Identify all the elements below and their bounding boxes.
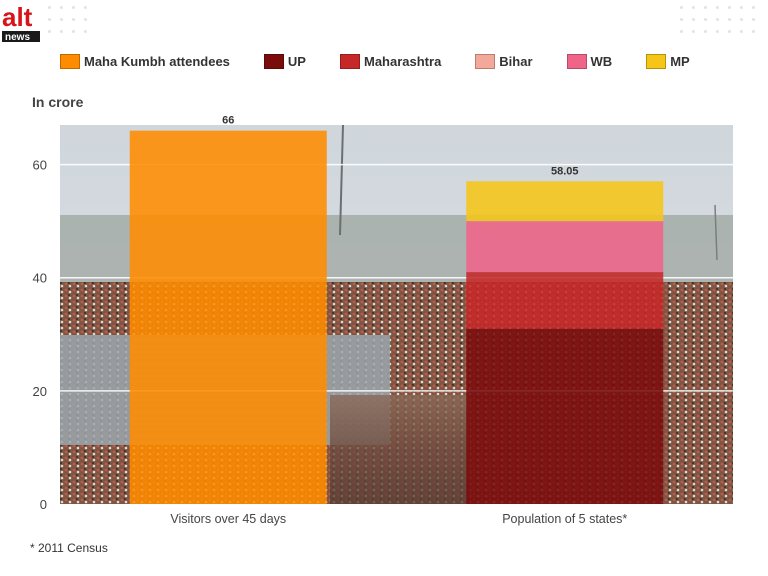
svg-text:alt: alt bbox=[2, 2, 33, 32]
decorative-dot bbox=[752, 6, 755, 9]
x-tick-label: Visitors over 45 days bbox=[170, 512, 286, 526]
decorative-dot bbox=[680, 18, 683, 21]
decorative-dot bbox=[680, 6, 683, 9]
decorative-dot bbox=[704, 30, 707, 33]
decorative-dot bbox=[716, 6, 719, 9]
y-tick-label: 0 bbox=[40, 497, 47, 512]
bars bbox=[129, 130, 664, 504]
legend-swatch bbox=[475, 53, 496, 69]
y-tick-label: 40 bbox=[33, 271, 47, 286]
bar-segment bbox=[466, 328, 664, 504]
decorative-dot bbox=[752, 18, 755, 21]
data-labels: 66 58.05 bbox=[222, 115, 578, 178]
x-axis-tick-labels: Visitors over 45 days Population of 5 sta… bbox=[170, 512, 627, 526]
decorative-dot bbox=[60, 18, 63, 21]
legend-label: Maharashtra bbox=[363, 53, 442, 69]
decorative-dot bbox=[752, 30, 755, 33]
legend-item: Maharashtra bbox=[339, 53, 442, 69]
bar-segment bbox=[466, 181, 664, 222]
decorative-dot bbox=[740, 18, 743, 21]
decorative-dot bbox=[728, 18, 731, 21]
y-axis-tick-labels: 0 20 40 60 bbox=[33, 158, 47, 512]
legend-item: WB bbox=[566, 53, 613, 69]
decorative-dot bbox=[48, 18, 51, 21]
decorative-dot bbox=[740, 6, 743, 9]
y-tick-label: 60 bbox=[33, 158, 47, 173]
legend-item: Bihar bbox=[475, 53, 533, 69]
legend-label: Maha Kumbh attendees bbox=[84, 53, 230, 69]
bar-segment bbox=[466, 272, 664, 329]
legend-item: UP bbox=[263, 53, 306, 69]
decorative-dot bbox=[84, 6, 87, 9]
decorative-dot bbox=[680, 30, 683, 33]
legend-swatch bbox=[263, 53, 284, 69]
decorative-dot bbox=[716, 18, 719, 21]
decorative-dots-right bbox=[680, 6, 760, 36]
chart-legend: Maha Kumbh attendees UP Maharashtra Bihar WB… bbox=[60, 52, 724, 70]
legend-label: MP bbox=[670, 53, 690, 69]
decorative-dot bbox=[716, 30, 719, 33]
legend-label: WB bbox=[590, 53, 613, 69]
decorative-dot bbox=[728, 6, 731, 9]
y-axis-unit-label: In crore bbox=[32, 94, 84, 110]
decorative-dot bbox=[704, 6, 707, 9]
decorative-dot bbox=[72, 30, 75, 33]
decorative-dot bbox=[72, 6, 75, 9]
legend-label: Bihar bbox=[499, 53, 533, 69]
data-label: 66 bbox=[222, 115, 234, 127]
y-tick-label: 20 bbox=[33, 384, 47, 399]
decorative-dot bbox=[48, 30, 51, 33]
decorative-dot bbox=[692, 18, 695, 21]
decorative-dot bbox=[84, 30, 87, 33]
bar-segment bbox=[129, 130, 327, 504]
footnote: * 2011 Census bbox=[30, 541, 108, 555]
decorative-dot bbox=[728, 30, 731, 33]
decorative-dot bbox=[72, 18, 75, 21]
decorative-dot bbox=[48, 6, 51, 9]
svg-text:news: news bbox=[5, 32, 30, 43]
decorative-dots-left bbox=[48, 6, 98, 36]
legend-item: MP bbox=[646, 53, 690, 69]
bar-segment bbox=[466, 221, 664, 273]
legend-item: Maha Kumbh attendees bbox=[60, 53, 230, 69]
alt-news-logo: alt news bbox=[0, 0, 42, 44]
data-label: 58.05 bbox=[551, 165, 579, 177]
legend-swatch bbox=[566, 53, 587, 69]
decorative-dot bbox=[704, 18, 707, 21]
legend-swatch bbox=[339, 53, 360, 69]
x-tick-label: Population of 5 states* bbox=[502, 512, 627, 526]
decorative-dot bbox=[60, 30, 63, 33]
legend-swatch bbox=[60, 53, 80, 69]
decorative-dot bbox=[84, 18, 87, 21]
legend-label: UP bbox=[287, 53, 306, 69]
decorative-dot bbox=[740, 30, 743, 33]
decorative-dot bbox=[60, 6, 63, 9]
decorative-dot bbox=[692, 6, 695, 9]
decorative-dot bbox=[692, 30, 695, 33]
legend-swatch bbox=[646, 53, 667, 69]
